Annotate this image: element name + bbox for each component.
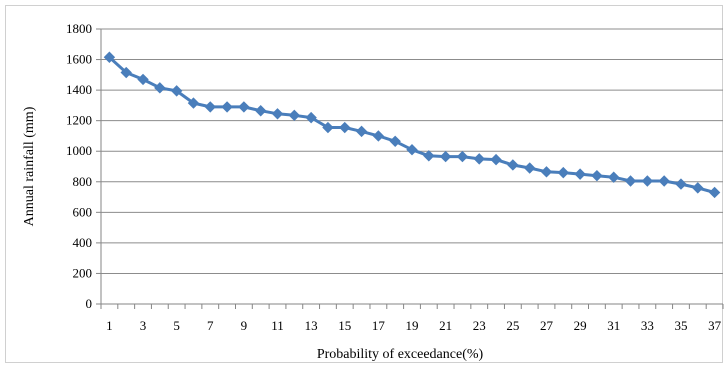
y-tick-label: 1800 (66, 21, 92, 36)
x-tick-label: 27 (540, 318, 554, 333)
data-point (120, 66, 132, 79)
x-tick-label: 13 (305, 318, 318, 333)
data-point (658, 175, 670, 187)
data-point (305, 111, 317, 124)
data-point (641, 175, 654, 187)
data-point (339, 121, 351, 134)
axes (96, 28, 724, 309)
x-tick-label: 31 (607, 318, 620, 333)
data-point (204, 101, 216, 113)
x-tick-label: 37 (708, 318, 722, 333)
y-tick-label: 0 (86, 296, 93, 311)
data-point (406, 143, 418, 156)
data-point (708, 186, 721, 199)
y-tick-label: 1600 (66, 52, 92, 67)
x-tick-labels: 1 3 5 7 9 11 13 15 17 19 21 23 25 27 29 31 33 35 37 (106, 318, 721, 333)
x-tick-label: 9 (241, 318, 248, 333)
x-tick-label: 21 (439, 318, 452, 333)
data-point (473, 153, 485, 165)
x-tick-label: 15 (338, 318, 351, 333)
x-tick-label: 5 (173, 318, 180, 333)
x-tick-label: 1 (106, 318, 113, 333)
data-point (372, 130, 385, 142)
y-tick-labels: 0 200 400 600 800 1000 1200 1400 1600 1800 (66, 21, 92, 311)
data-point (254, 105, 267, 117)
data-point (221, 101, 233, 113)
data-point (540, 166, 553, 178)
y-tick-label: 1200 (66, 113, 92, 128)
series-rainfall (103, 51, 721, 199)
x-tick-label: 29 (574, 318, 587, 333)
y-tick-label: 600 (73, 204, 93, 219)
x-tick-label: 35 (674, 318, 687, 333)
data-point (490, 153, 502, 166)
data-point (271, 108, 284, 120)
x-tick-label: 23 (473, 318, 486, 333)
data-point (355, 125, 368, 138)
data-point (574, 168, 586, 180)
data-point (322, 121, 334, 134)
data-point (423, 150, 435, 162)
x-tick-label: 17 (372, 318, 386, 333)
data-point (288, 109, 301, 122)
data-point (103, 51, 116, 63)
x-axis-title: Probability of exceedance(%) (317, 347, 484, 362)
x-tick-label: 7 (207, 318, 214, 333)
y-tick-label: 1000 (66, 143, 92, 158)
data-point (170, 85, 183, 97)
y-tick-label: 200 (73, 265, 93, 280)
data-point (137, 73, 149, 86)
data-point (456, 150, 469, 163)
y-tick-label: 800 (73, 174, 93, 189)
x-tick-label: 11 (271, 318, 284, 333)
x-tick-label: 25 (506, 318, 519, 333)
y-tick-label: 1400 (66, 82, 92, 97)
x-tick-label: 19 (406, 318, 419, 333)
data-point (557, 166, 570, 179)
data-point (154, 82, 166, 94)
data-point (624, 175, 637, 187)
series-line (108, 56, 715, 194)
data-point (507, 159, 519, 171)
data-point (389, 135, 401, 147)
data-point (675, 178, 687, 190)
x-tick-label: 33 (641, 318, 654, 333)
data-point (523, 162, 536, 174)
data-point (591, 169, 603, 182)
y-axis-title: Annual rainfall (mm) (22, 106, 37, 226)
data-point (238, 101, 250, 113)
x-tick-label: 3 (140, 318, 147, 333)
y-tick-label: 400 (73, 235, 93, 250)
data-point (608, 171, 620, 183)
data-point (439, 150, 452, 163)
data-point (692, 182, 704, 194)
data-point (187, 97, 200, 109)
